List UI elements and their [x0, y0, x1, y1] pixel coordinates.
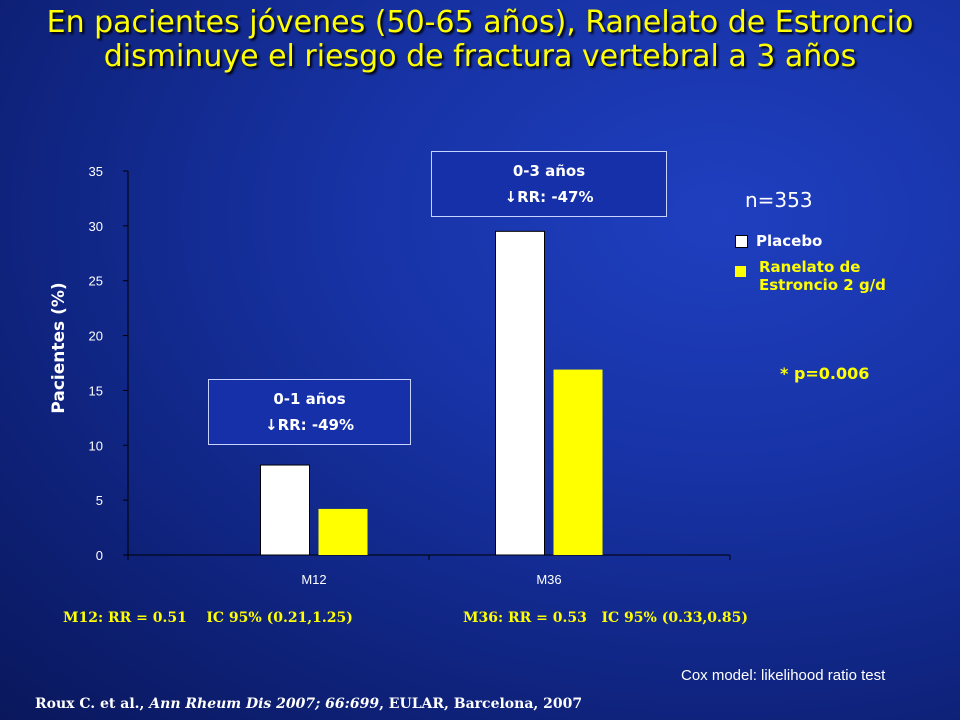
- down-arrow-icon: ↓: [264, 416, 278, 434]
- bar-m36-placebo: [495, 230, 545, 556]
- y-tick-label: 10: [89, 438, 103, 453]
- bar-m36-ranelato: [553, 369, 603, 555]
- chart-axes: [123, 170, 731, 560]
- reference-authors: Roux C. et al.,: [35, 696, 150, 712]
- legend-ranelato: Ranelato de Estroncio 2 g/d: [735, 258, 886, 294]
- p-value: * p=0.006: [780, 364, 870, 383]
- y-tick-label: 25: [89, 274, 103, 289]
- sample-size: n=353: [745, 188, 813, 212]
- y-tick-label: 5: [96, 493, 103, 508]
- down-arrow-icon: ↓: [504, 188, 518, 206]
- y-tick-label: 0: [96, 548, 103, 563]
- x-tick-label: M36: [536, 572, 561, 587]
- legend-ranelato-label-1: Ranelato de: [759, 258, 861, 276]
- slide-title: En pacientes jóvenes (50-65 años), Ranel…: [46, 5, 914, 74]
- bar-m12-ranelato: [318, 508, 368, 555]
- box-m12-rr: ↓RR: -49%: [264, 416, 355, 434]
- annotation-box-m12: 0-1 años ↓RR: -49%: [208, 379, 411, 445]
- reference-journal: Ann Rheum Dis 2007; 66:699: [149, 696, 380, 712]
- y-axis-label: Pacientes (%): [49, 282, 69, 413]
- reference: Roux C. et al., Ann Rheum Dis 2007; 66:6…: [35, 696, 582, 712]
- stats-m36: M36: RR = 0.53 IC 95% (0.33,0.85): [463, 610, 749, 626]
- footnote: Cox model: likelihood ratio test: [681, 667, 886, 684]
- legend-ranelato-label-2: Estroncio 2 g/d: [759, 276, 886, 294]
- legend-swatch-placebo: [735, 235, 748, 248]
- chart-labels: 0 5 10 15 20 25 30 35 Pacientes (%) M12 M36: [49, 164, 562, 587]
- y-tick-label: 15: [89, 383, 103, 398]
- x-tick-label: M12: [301, 572, 326, 587]
- legend-placebo: Placebo: [735, 232, 822, 250]
- y-tick-label: 30: [89, 219, 103, 234]
- box-m12-period: 0-1 años: [273, 390, 346, 408]
- y-tick-label: 20: [89, 329, 103, 344]
- chart-bars: [260, 230, 603, 556]
- stats-m12: M12: RR = 0.51 IC 95% (0.21,1.25): [63, 610, 353, 626]
- bar-m12-placebo: [260, 464, 310, 556]
- box-m36-rr: ↓RR: -47%: [504, 188, 594, 206]
- box-m36-period: 0-3 años: [512, 162, 586, 180]
- legend-swatch-ranelato: [735, 266, 746, 277]
- y-tick-label: 35: [89, 164, 103, 179]
- reference-event: , EULAR, Barcelona, 2007: [379, 696, 583, 712]
- annotation-box-m36: 0-3 años ↓RR: -47%: [431, 151, 667, 217]
